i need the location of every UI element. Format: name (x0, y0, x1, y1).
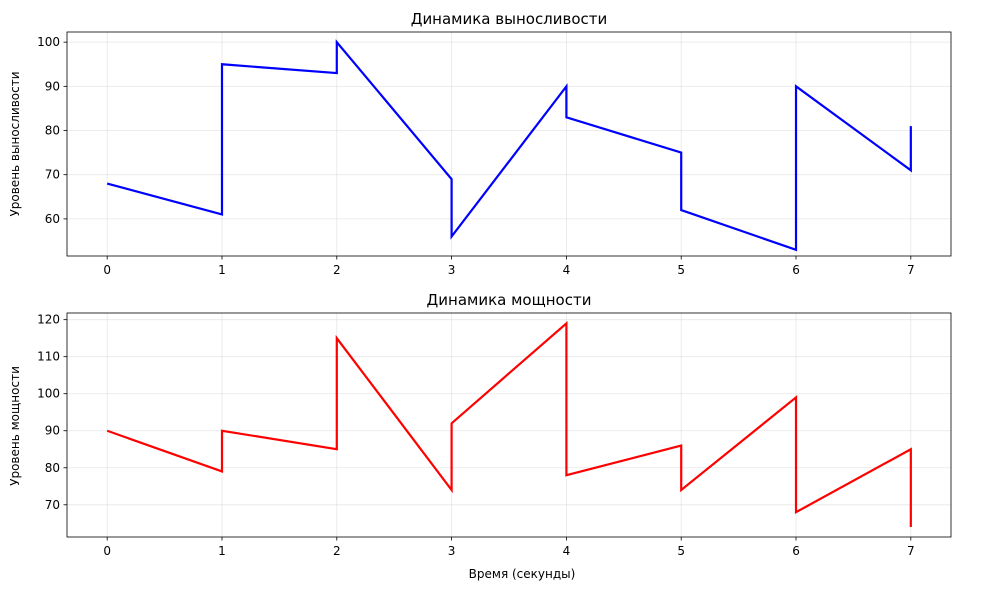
power-chart: Динамика мощности Уровень мощности Время… (8, 291, 952, 581)
power-y-tick-label: 80 (45, 461, 60, 475)
power-x-tick-label: 1 (218, 544, 226, 558)
power-y-tick-label: 110 (37, 350, 60, 364)
endurance-x-tick-label: 5 (677, 263, 685, 277)
power-x-tick-label: 2 (333, 544, 341, 558)
power-x-tick-label: 6 (792, 544, 800, 558)
endurance-x-tick-label: 4 (563, 263, 571, 277)
endurance-x-tick-label: 2 (333, 263, 341, 277)
power-x-tick-label: 3 (448, 544, 456, 558)
power-x-tick-label: 4 (563, 544, 571, 558)
power-y-tick-label: 100 (37, 387, 60, 401)
endurance-x-tick-label: 7 (907, 263, 915, 277)
power-y-tick-label: 120 (37, 313, 60, 327)
power-chart-title: Динамика мощности (427, 291, 592, 309)
power-y-tick-label: 70 (45, 498, 60, 512)
power-x-tick-label: 5 (677, 544, 685, 558)
endurance-y-tick-label: 60 (45, 212, 60, 226)
power-chart-ylabel: Уровень мощности (8, 366, 22, 486)
endurance-x-tick-label: 0 (103, 263, 111, 277)
power-y-tick-label: 90 (45, 424, 60, 438)
endurance-series-line (106, 39, 912, 252)
endurance-y-tick-label: 100 (37, 35, 60, 49)
power-chart-plot: 0 1 2 3 4 5 6 7 70 80 90 100 110 120 (37, 312, 952, 558)
endurance-y-tick-label: 90 (45, 79, 60, 93)
endurance-y-tick-label: 70 (45, 168, 60, 182)
endurance-chart: Динамика выносливости Уровень выносливос… (8, 10, 952, 277)
power-chart-xlabel: Время (секунды) (469, 567, 576, 581)
power-x-tick-label: 7 (907, 544, 915, 558)
endurance-x-tick-label: 6 (792, 263, 800, 277)
endurance-x-tick-label: 1 (218, 263, 226, 277)
endurance-y-tick-label: 80 (45, 124, 60, 138)
power-x-tick-label: 0 (103, 544, 111, 558)
power-axes-frame (66, 312, 952, 538)
endurance-chart-plot: 0 1 2 3 4 5 6 7 60 70 80 90 100 (37, 31, 952, 277)
endurance-axes-frame (66, 31, 952, 257)
endurance-chart-ylabel: Уровень выносливости (8, 71, 22, 216)
endurance-x-tick-label: 3 (448, 263, 456, 277)
endurance-chart-title: Динамика выносливости (411, 10, 608, 28)
power-series-line (106, 320, 912, 527)
